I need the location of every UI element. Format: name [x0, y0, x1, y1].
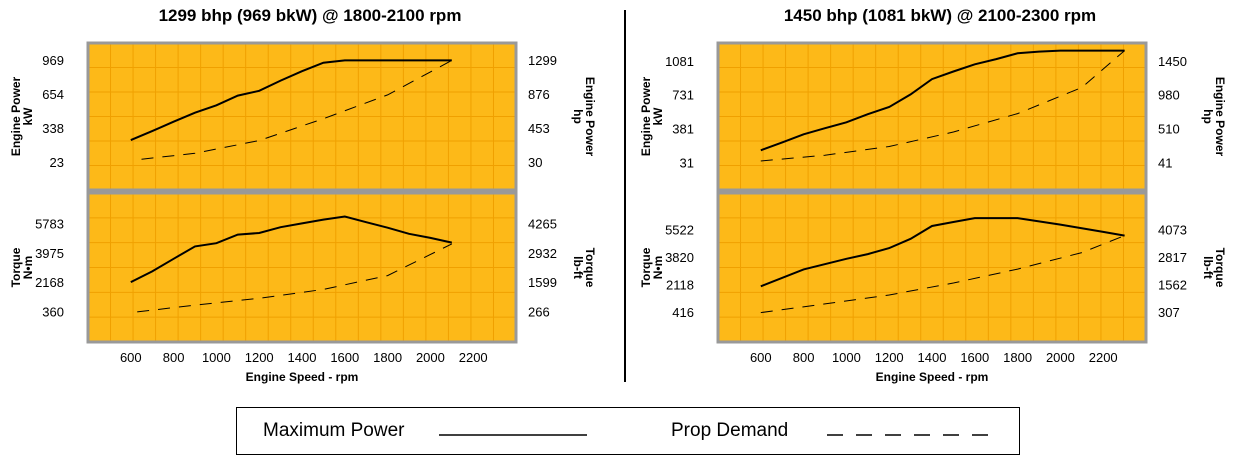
y-tick-label-left: 5522 — [665, 222, 694, 237]
series-line-prop-demand — [141, 59, 453, 160]
y-axis-unit-left: kW — [651, 107, 665, 126]
y-tick-label-right: 1299 — [528, 53, 557, 68]
y-tick-label-right: 266 — [528, 304, 550, 319]
x-tick-label: 600 — [120, 350, 142, 365]
x-tick-label: 1200 — [875, 350, 904, 365]
x-tick-label: 1800 — [373, 350, 402, 365]
y-tick-label-left: 416 — [672, 305, 694, 320]
y-axis-title-left: Torque — [639, 247, 653, 287]
legend-label-max-power: Maximum Power — [263, 420, 405, 441]
chart-legend: Maximum Power Prop Demand — [236, 407, 1020, 455]
chart-left: 1299 bhp (969 bkW) @ 1800-2100 rpm 969 65… — [0, 0, 620, 390]
y-tick-label-left: 5783 — [35, 217, 64, 232]
y-tick-label-right: 30 — [528, 155, 542, 170]
chart-title: 1299 bhp (969 bkW) @ 1800-2100 rpm — [158, 6, 462, 25]
x-tick-label: 2000 — [416, 350, 445, 365]
y-axis-title-left: Torque — [9, 247, 23, 287]
y-tick-label-right: 2817 — [1158, 250, 1187, 265]
y-tick-label-right: 41 — [1158, 155, 1172, 170]
series-line-maximum-power — [130, 59, 452, 142]
legend-label-prop-demand: Prop Demand — [671, 420, 789, 441]
y-tick-label-left: 3820 — [665, 250, 694, 265]
y-tick-label-left: 381 — [672, 121, 694, 136]
x-tick-label: 2200 — [459, 350, 488, 365]
y-tick-label-left: 338 — [42, 121, 64, 136]
y-tick-label-left: 2168 — [35, 275, 64, 290]
series-line-maximum-power — [760, 49, 1125, 152]
y-axis-title-right: Torque — [1213, 248, 1227, 288]
legend-dashed-line — [827, 434, 999, 436]
x-tick-label: 1200 — [245, 350, 274, 365]
y-tick-label-right: 876 — [528, 87, 550, 102]
y-axis-unit-right: hp — [571, 109, 585, 124]
y-axis-unit-left: N•m — [21, 256, 35, 280]
chart-divider — [624, 10, 626, 382]
y-tick-label-right: 453 — [528, 121, 550, 136]
y-tick-label-right: 4073 — [1158, 222, 1187, 237]
series-line-prop-demand — [760, 235, 1125, 314]
y-tick-label-left: 1081 — [665, 54, 694, 69]
x-tick-label: 800 — [793, 350, 815, 365]
y-axis-title-right: Engine Power — [1213, 77, 1227, 157]
x-tick-label: 1400 — [288, 350, 317, 365]
x-tick-label: 1600 — [330, 350, 359, 365]
x-tick-label: 800 — [163, 350, 185, 365]
y-tick-label-left: 3975 — [35, 246, 64, 261]
y-axis-unit-left: kW — [21, 107, 35, 126]
y-axis-title-left: Engine Power — [9, 77, 23, 157]
y-tick-label-right: 1450 — [1158, 54, 1187, 69]
y-tick-label-right: 1599 — [528, 275, 557, 290]
y-tick-label-left: 360 — [42, 304, 64, 319]
y-tick-label-right: 2932 — [528, 246, 557, 261]
y-axis-unit-right: lb-ft — [571, 256, 585, 279]
x-tick-label: 1800 — [1003, 350, 1032, 365]
chart-right: 1450 bhp (1081 bkW) @ 2100-2300 rpm 1081… — [630, 0, 1250, 390]
y-tick-label-left: 31 — [680, 155, 694, 170]
y-axis-unit-right: lb-ft — [1201, 256, 1215, 279]
y-tick-label-left: 731 — [672, 88, 694, 103]
y-tick-label-left: 654 — [42, 87, 64, 102]
y-tick-label-left: 23 — [50, 155, 64, 170]
x-axis-title: Engine Speed - rpm — [246, 370, 359, 384]
x-tick-label: 2000 — [1046, 350, 1075, 365]
y-tick-label-left: 969 — [42, 53, 64, 68]
y-tick-label-right: 307 — [1158, 305, 1180, 320]
x-tick-label: 1000 — [832, 350, 861, 365]
x-tick-label: 1600 — [960, 350, 989, 365]
x-axis-title: Engine Speed - rpm — [876, 370, 989, 384]
y-axis-title-left: Engine Power — [639, 77, 653, 157]
y-axis-unit-left: N•m — [651, 256, 665, 280]
y-axis-unit-right: hp — [1201, 109, 1215, 124]
x-tick-label: 1400 — [918, 350, 947, 365]
legend-solid-line — [439, 434, 587, 436]
y-tick-label-right: 1562 — [1158, 278, 1187, 293]
series-line-maximum-power — [130, 215, 453, 283]
chart-title: 1450 bhp (1081 bkW) @ 2100-2300 rpm — [783, 6, 1097, 25]
y-tick-label-right: 510 — [1158, 121, 1180, 136]
x-tick-label: 600 — [750, 350, 772, 365]
x-tick-label: 1000 — [202, 350, 231, 365]
series-line-prop-demand — [137, 243, 453, 313]
y-axis-title-right: Engine Power — [583, 77, 597, 157]
y-axis-title-right: Torque — [583, 248, 597, 288]
x-tick-label: 2200 — [1089, 350, 1118, 365]
y-tick-label-left: 2118 — [666, 278, 694, 293]
series-line-prop-demand — [760, 50, 1125, 162]
y-tick-label-right: 4265 — [528, 217, 557, 232]
y-tick-label-right: 980 — [1158, 88, 1180, 103]
series-line-maximum-power — [760, 217, 1125, 288]
